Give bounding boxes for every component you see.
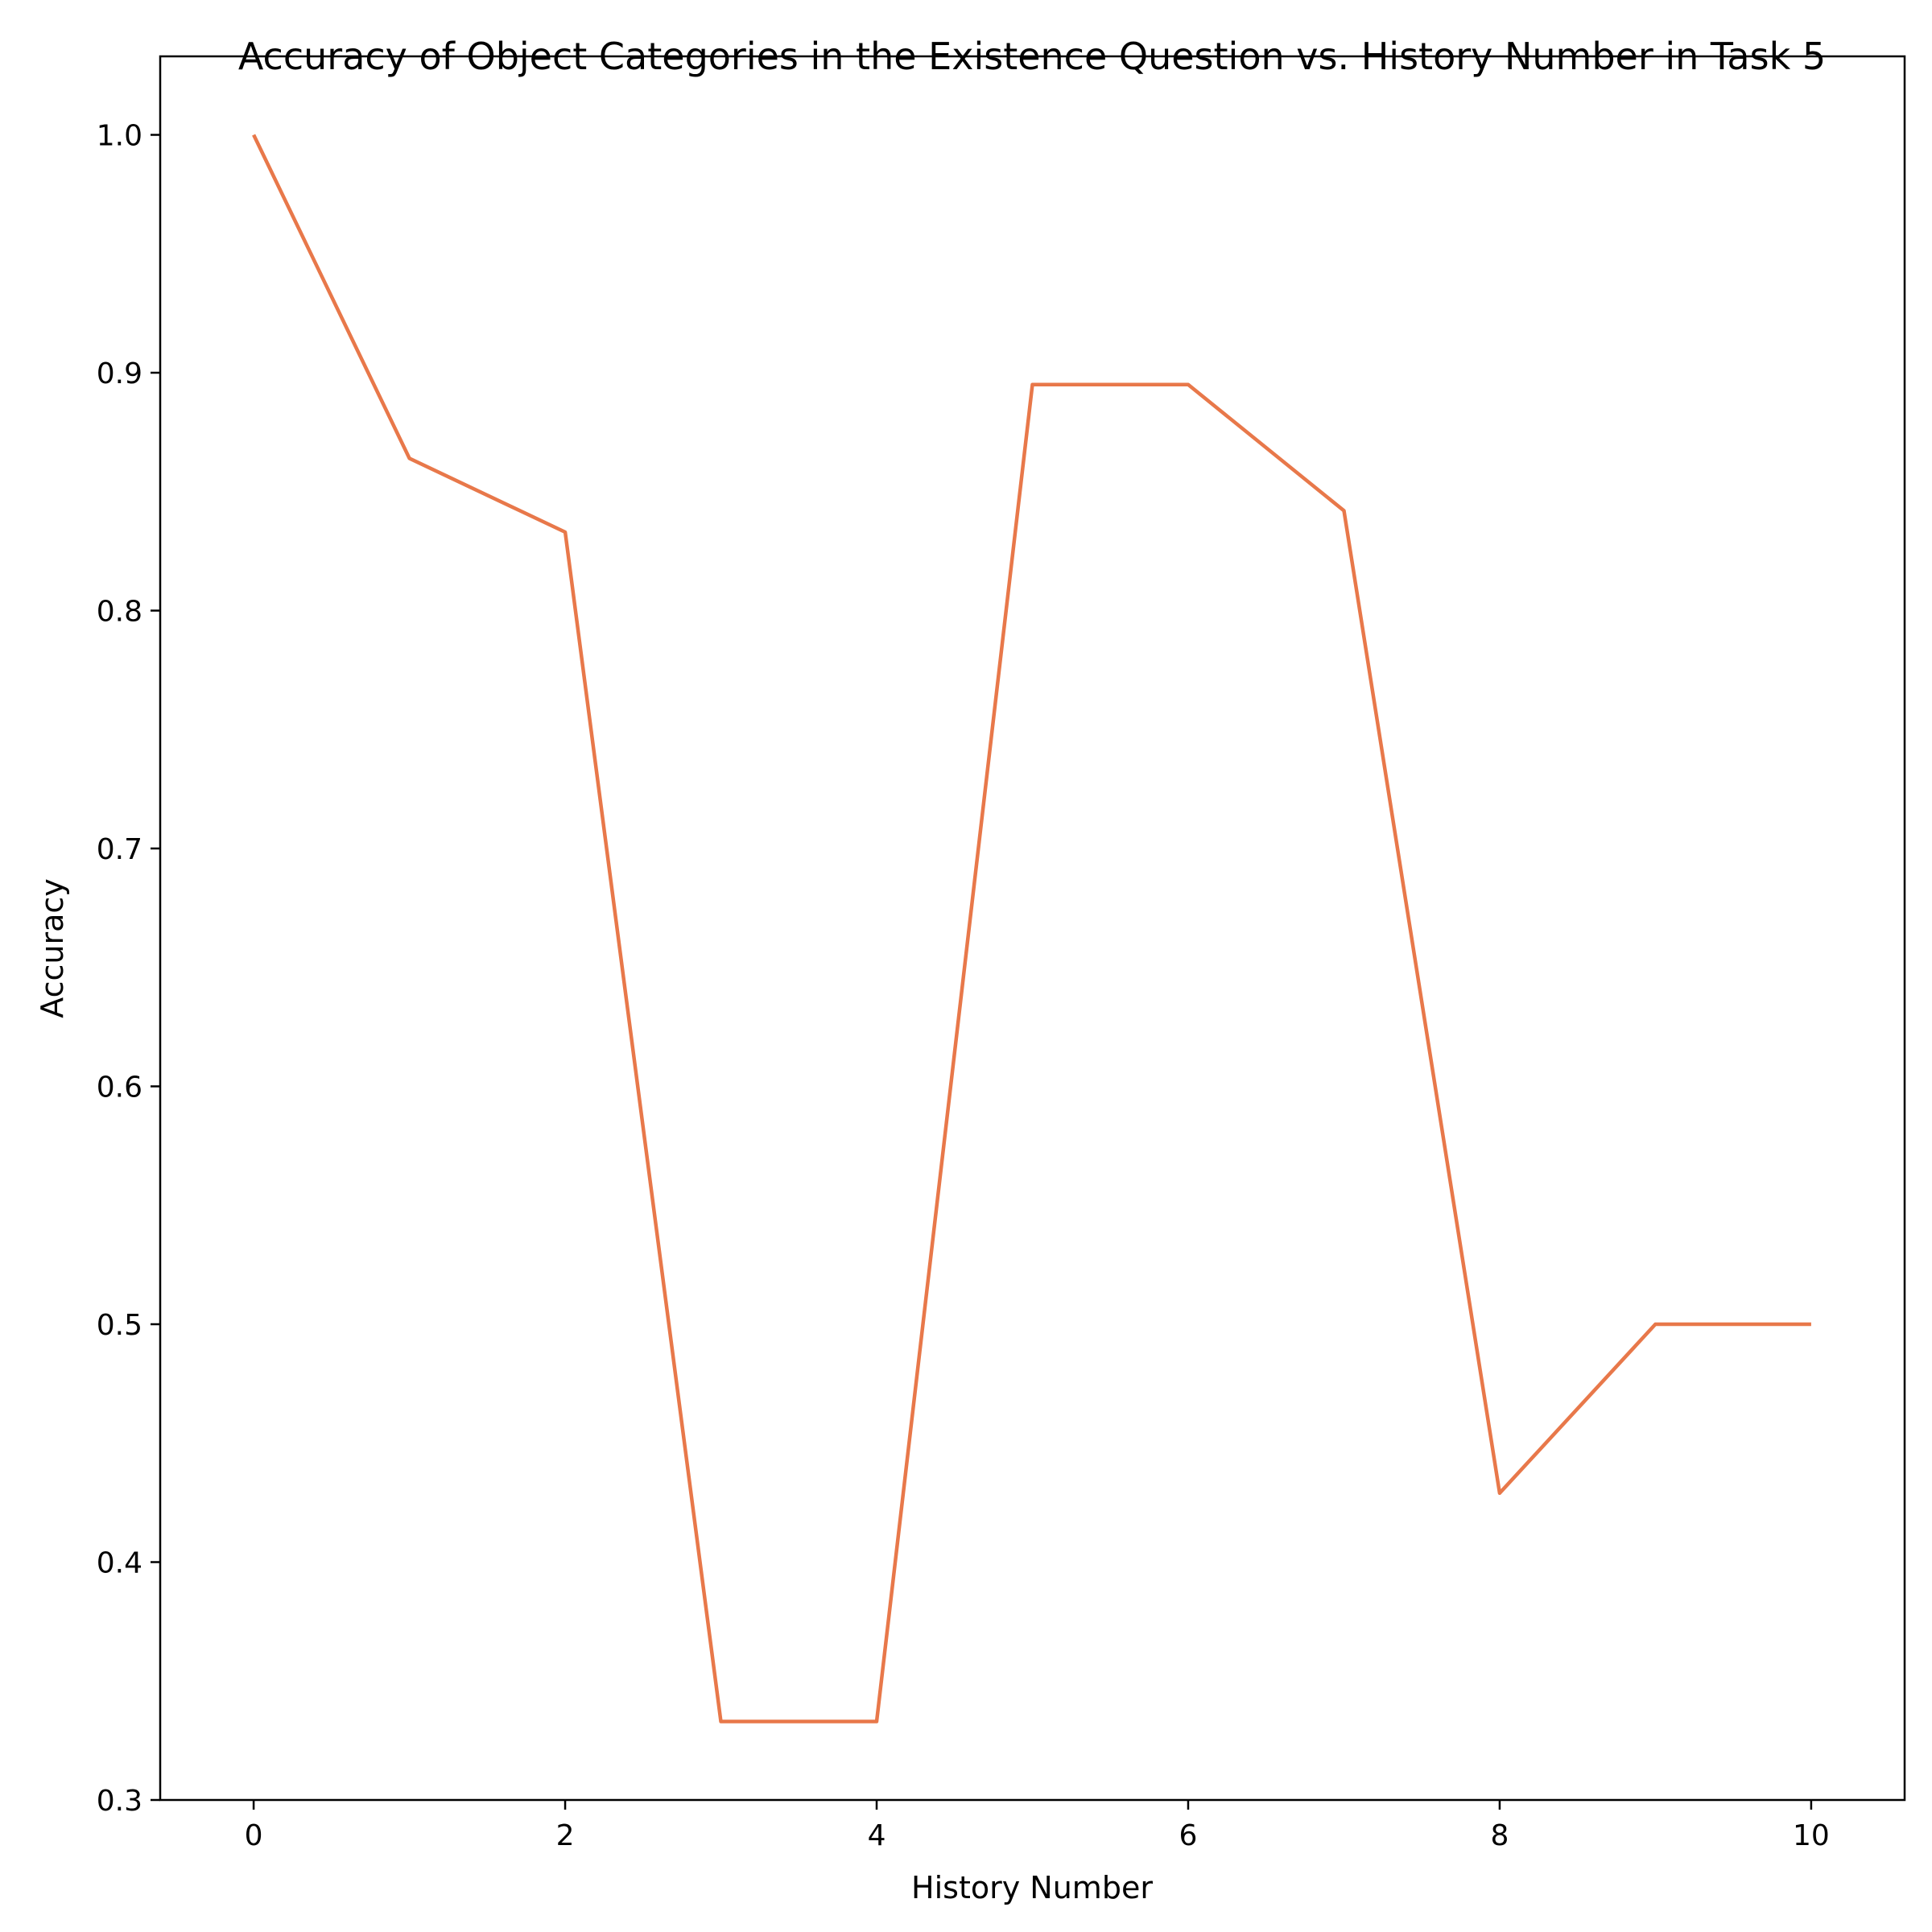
x-axis-label: History Number	[911, 1870, 1153, 1905]
y-tick-label: 0.3	[97, 1785, 142, 1818]
y-axis-ticks: 0.3 0.4 0.5 0.6 0.7 0.8 0.9 1.0	[97, 120, 160, 1818]
y-tick-label: 0.5	[97, 1309, 142, 1342]
accuracy-line	[252, 134, 1811, 1724]
plot-area-frame	[159, 55, 1906, 1802]
x-tick-label: 8	[1490, 1819, 1509, 1852]
x-tick-label: 6	[1179, 1819, 1198, 1852]
y-axis-label: Accuracy	[35, 878, 70, 1018]
y-tick-label: 0.9	[97, 357, 142, 390]
y-tick-label: 0.7	[97, 833, 142, 866]
x-tick-label: 2	[556, 1819, 575, 1852]
x-axis-ticks: 0 2 4 6 8 10	[245, 1800, 1830, 1852]
x-tick-label: 0	[245, 1819, 263, 1852]
y-tick-label: 0.4	[97, 1547, 142, 1580]
x-tick-label: 10	[1793, 1819, 1830, 1852]
x-tick-label: 4	[868, 1819, 886, 1852]
y-tick-label: 0.8	[97, 596, 142, 629]
y-tick-label: 0.6	[97, 1071, 142, 1104]
y-tick-label: 1.0	[97, 120, 142, 153]
